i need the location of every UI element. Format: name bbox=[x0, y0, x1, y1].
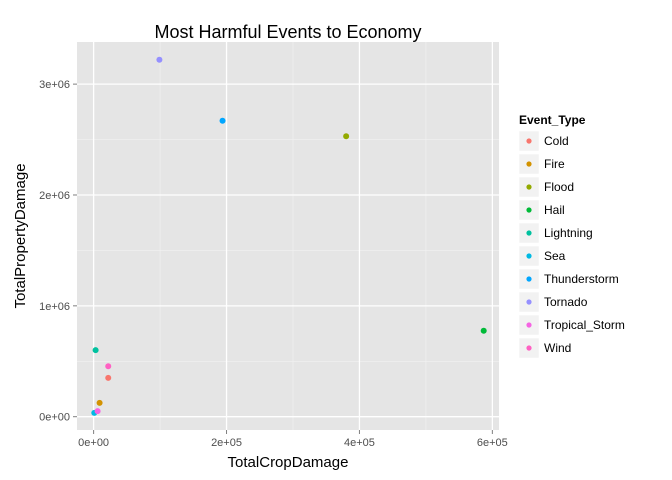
data-point-lightning bbox=[92, 347, 99, 354]
legend-marker-sea bbox=[526, 253, 532, 259]
x-tick-label: 4e+05 bbox=[344, 437, 375, 449]
plot-panel bbox=[77, 42, 499, 430]
legend-label-cold: Cold bbox=[544, 134, 569, 148]
data-point-tornado bbox=[156, 56, 163, 63]
legend-label-wind: Wind bbox=[544, 341, 571, 355]
major-grid bbox=[77, 42, 499, 430]
legend-marker-tornado bbox=[526, 299, 532, 305]
legend-label-lightning: Lightning bbox=[544, 226, 593, 240]
legend-label-sea: Sea bbox=[544, 249, 566, 263]
legend: Event_Type Cold Fire Flood Hail Lightning Sea… bbox=[518, 113, 625, 359]
data-point-hail bbox=[480, 327, 487, 334]
legend-label-tornado: Tornado bbox=[544, 295, 588, 309]
legend-marker-fire bbox=[526, 161, 532, 167]
y-tick-label: 0e+00 bbox=[39, 412, 70, 424]
y-tick-label: 3e+06 bbox=[39, 79, 70, 91]
legend-marker-flood bbox=[526, 184, 532, 190]
y-axis-title: TotalPropertyDamage bbox=[12, 163, 29, 308]
x-axis: 0e+00 2e+05 4e+05 6e+05 bbox=[78, 430, 508, 449]
x-tick-label: 6e+05 bbox=[477, 437, 508, 449]
legend-marker-tropical-storm bbox=[526, 322, 532, 328]
data-point-tropical-storm bbox=[94, 408, 101, 415]
minor-grid bbox=[77, 42, 499, 430]
data-point-cold bbox=[105, 374, 112, 381]
legend-label-fire: Fire bbox=[544, 157, 565, 171]
legend-label-thunderstorm: Thunderstorm bbox=[544, 272, 619, 286]
x-tick-label: 0e+00 bbox=[78, 437, 109, 449]
legend-marker-wind bbox=[526, 345, 532, 351]
data-points bbox=[91, 56, 487, 416]
legend-label-flood: Flood bbox=[544, 180, 574, 194]
legend-marker-lightning bbox=[526, 230, 532, 236]
x-tick-label: 2e+05 bbox=[211, 437, 242, 449]
x-axis-title: TotalCropDamage bbox=[228, 454, 349, 471]
legend-items: Cold Fire Flood Hail Lightning Sea Thunderstor… bbox=[518, 130, 625, 359]
legend-title: Event_Type bbox=[519, 113, 586, 127]
data-point-thunderstorm bbox=[219, 117, 226, 124]
data-point-fire bbox=[96, 399, 103, 406]
legend-marker-cold bbox=[526, 138, 532, 144]
legend-marker-hail bbox=[526, 207, 532, 213]
y-tick-label: 2e+06 bbox=[39, 190, 70, 202]
legend-label-tropical-storm: Tropical_Storm bbox=[544, 318, 625, 332]
y-axis: 0e+00 1e+06 2e+06 3e+06 bbox=[39, 79, 77, 424]
chart-title: Most Harmful Events to Economy bbox=[154, 22, 421, 42]
y-tick-label: 1e+06 bbox=[39, 301, 70, 313]
legend-label-hail: Hail bbox=[544, 203, 565, 217]
data-point-flood bbox=[343, 133, 350, 140]
legend-marker-thunderstorm bbox=[526, 276, 532, 282]
data-point-wind bbox=[105, 363, 112, 370]
